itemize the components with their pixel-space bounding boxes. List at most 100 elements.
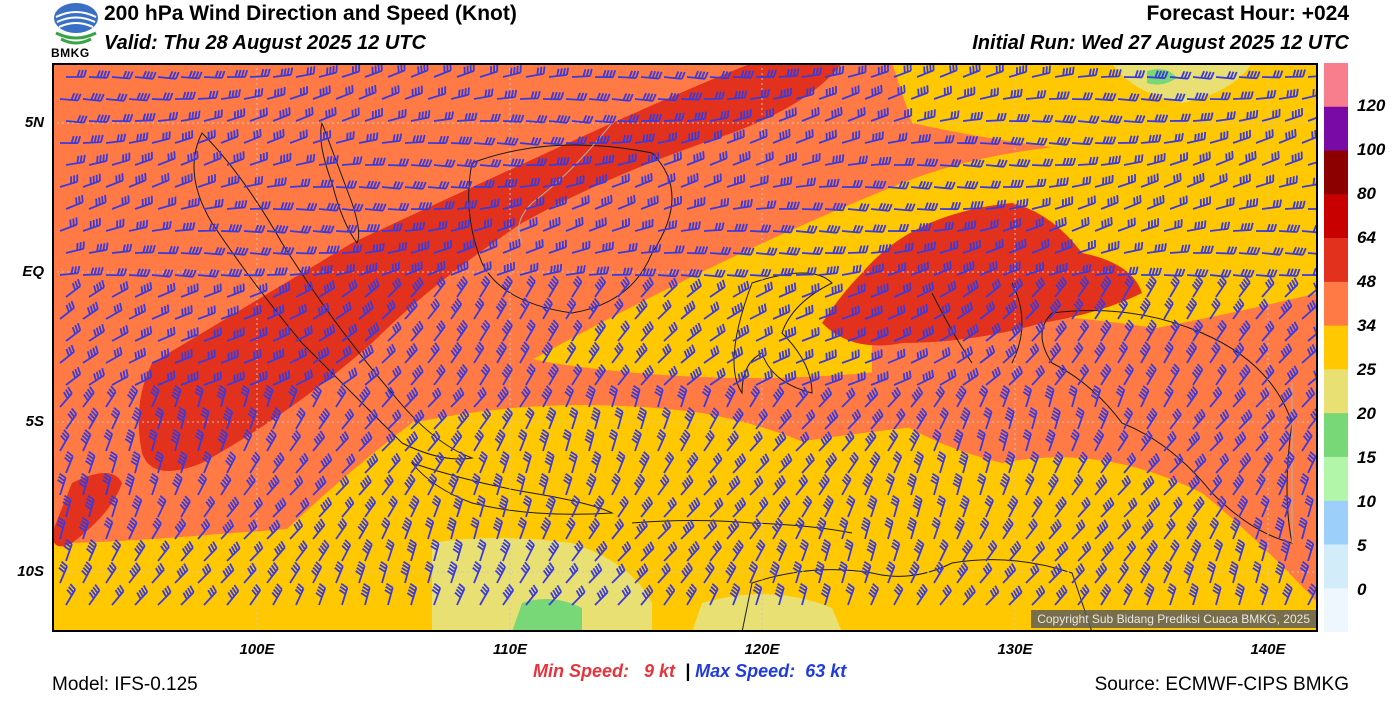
- wind-barb: [289, 519, 304, 540]
- wind-barb: [1255, 89, 1277, 100]
- wind-barb: [939, 280, 957, 298]
- wind-barb: [709, 497, 724, 518]
- wind-barb: [824, 245, 847, 255]
- wind-barb: [680, 173, 699, 188]
- wind-barb: [1259, 582, 1269, 606]
- wind-barb: [1146, 153, 1166, 166]
- wind-barb: [1025, 262, 1044, 276]
- wind-barb: [1278, 299, 1293, 320]
- wind-barb: [547, 319, 559, 342]
- wind-barb: [1117, 266, 1139, 276]
- wind-barb: [1071, 216, 1090, 232]
- wind-barb: [657, 562, 671, 584]
- wind-barb: [433, 159, 456, 168]
- wind-barb: [634, 92, 657, 102]
- wind-barb: [446, 516, 457, 540]
- wind-barb: [427, 135, 450, 144]
- wind-barb: [910, 133, 932, 144]
- wind-barb: [358, 386, 371, 408]
- wind-barb: [709, 70, 732, 80]
- wind-barb: [433, 239, 452, 254]
- wind-barb: [1238, 364, 1251, 386]
- wind-barb: [961, 539, 974, 562]
- wind-barb: [1054, 196, 1074, 210]
- wind-barb: [105, 133, 127, 144]
- wind-barb: [358, 300, 374, 320]
- wind-barb: [985, 199, 1007, 210]
- wind-barb: [203, 198, 224, 210]
- wind-barb: [703, 519, 718, 540]
- wind-barb: [614, 406, 624, 430]
- wind-barb: [1255, 387, 1270, 408]
- wind-barb: [1094, 562, 1108, 584]
- wind-barb: [249, 583, 262, 606]
- wind-barb: [410, 240, 430, 254]
- wind-barb: [774, 582, 785, 606]
- wind-barb: [1232, 91, 1254, 100]
- wind-barb: [755, 281, 773, 298]
- wind-barb: [456, 239, 475, 254]
- lon-label-100e: 100E: [239, 641, 275, 658]
- wind-barb: [88, 70, 111, 79]
- wind-barb: [936, 494, 946, 518]
- wind-barb: [157, 111, 179, 122]
- wind-barb: [611, 518, 625, 540]
- wind-barb: [679, 429, 691, 452]
- wind-barb: [676, 384, 688, 408]
- wind-barb: [272, 246, 295, 256]
- wind-barb: [959, 407, 971, 430]
- wind-barb: [1215, 363, 1227, 386]
- wind-barb: [709, 323, 726, 342]
- wind-barb: [703, 173, 722, 188]
- pale-patch-south: [432, 538, 652, 632]
- wind-barb: [496, 136, 519, 146]
- wind-barb: [933, 347, 951, 364]
- wind-barb: [1139, 297, 1151, 320]
- wind-barb: [65, 278, 82, 298]
- wind-barb: [410, 409, 425, 430]
- wind-barb: [1183, 560, 1195, 584]
- wind-barb: [568, 450, 578, 474]
- wind-barb: [1002, 517, 1014, 540]
- wind-barb: [312, 179, 334, 188]
- wind-barb: [680, 130, 700, 144]
- wind-barb: [197, 223, 219, 232]
- wind-barb: [335, 475, 350, 496]
- wind-barb: [265, 429, 277, 452]
- wind-barb: [525, 157, 548, 167]
- wind-barb: [686, 452, 699, 474]
- wind-barb: [360, 582, 371, 606]
- wind-barb: [410, 202, 433, 211]
- wind-barb: [818, 178, 840, 188]
- wind-barb: [1274, 516, 1285, 540]
- wind-barb: [1117, 429, 1129, 452]
- wind-barb: [847, 107, 866, 122]
- wind-barb: [427, 260, 446, 276]
- initial-run: Initial Run: Wed 27 August 2025 12 UTC: [972, 32, 1349, 54]
- wind-barb: [249, 327, 268, 342]
- wind-barb: [709, 197, 730, 210]
- wind-barb: [430, 538, 440, 562]
- wind-barb: [542, 136, 565, 146]
- wind-barb: [156, 495, 167, 518]
- wind-barb: [1278, 268, 1301, 277]
- wind-barb: [519, 217, 538, 232]
- wind-barb: [939, 539, 949, 562]
- jet-core-sw: [52, 473, 122, 547]
- wind-barb: [611, 342, 624, 364]
- wind-barb: [594, 194, 613, 210]
- wind-barb: [111, 539, 122, 562]
- wind-barb: [709, 246, 732, 256]
- wind-barb: [318, 155, 339, 166]
- wind-barb: [82, 267, 104, 276]
- wind-barb: [226, 151, 245, 166]
- wind-barb: [640, 320, 654, 342]
- wind-barb: [1232, 173, 1251, 188]
- wind-barb: [525, 66, 546, 78]
- wind-barb: [663, 112, 685, 122]
- wind-barb: [634, 298, 648, 320]
- wind-barb: [111, 584, 125, 606]
- wind-barb: [887, 180, 910, 190]
- wind-barb: [617, 242, 638, 254]
- wind-barb: [387, 277, 402, 298]
